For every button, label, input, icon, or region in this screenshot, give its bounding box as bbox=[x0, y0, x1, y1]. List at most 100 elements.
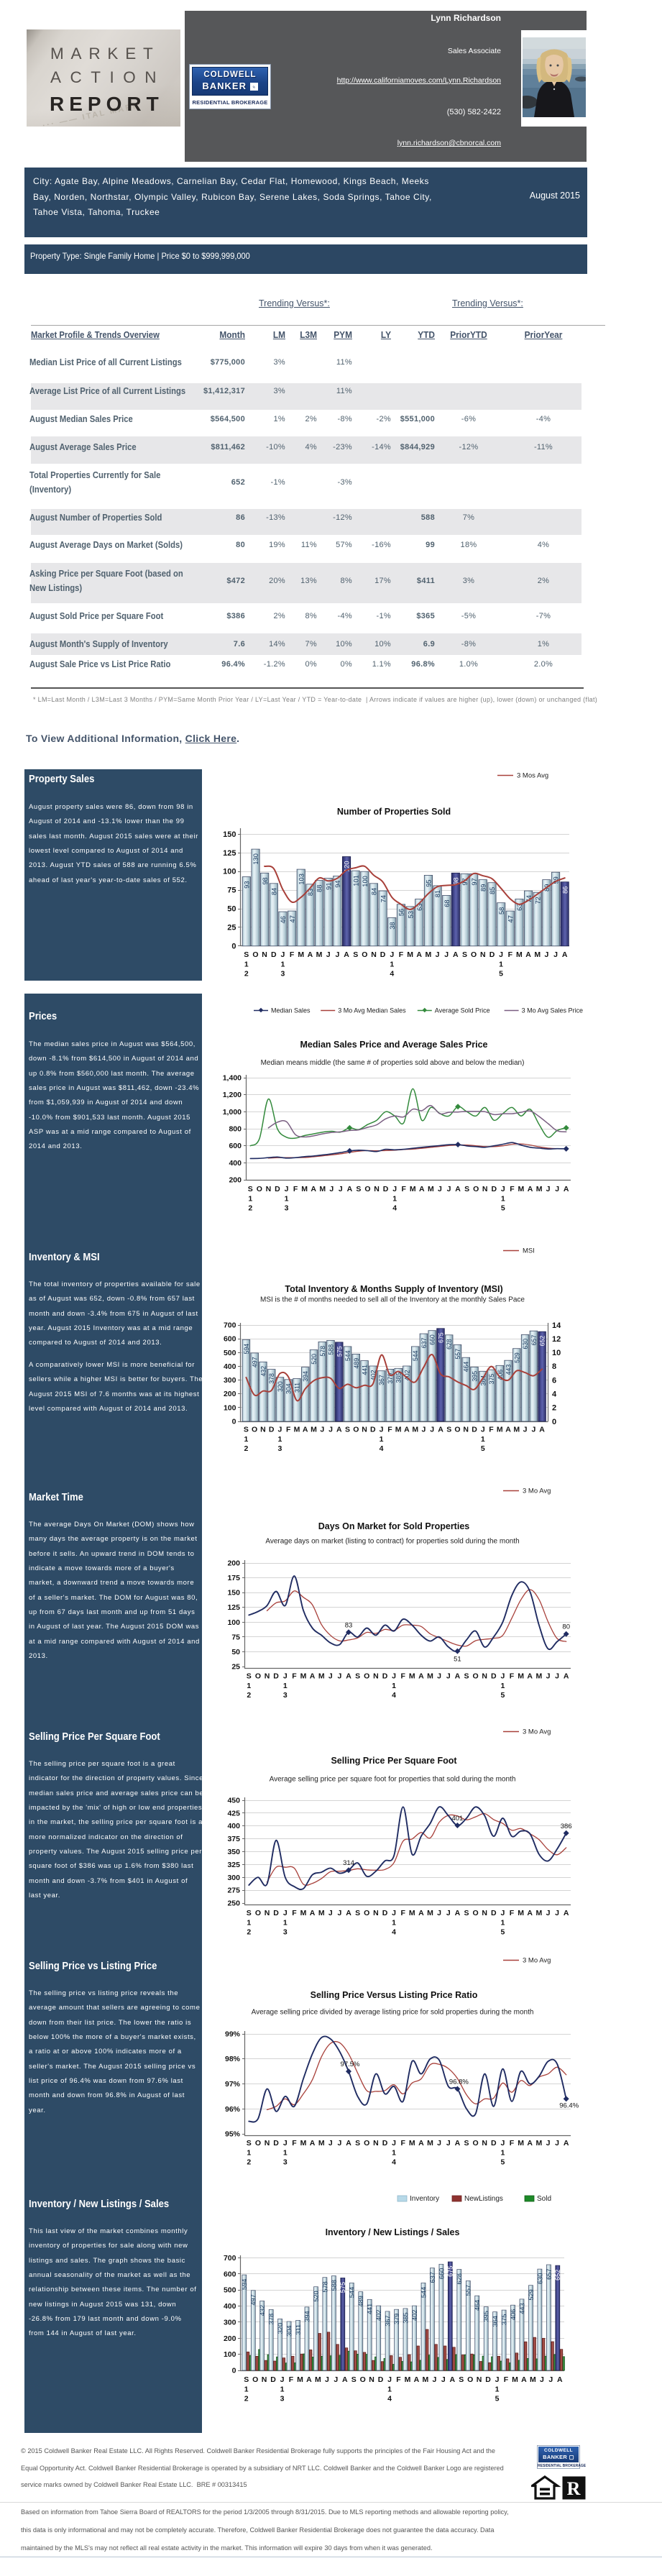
svg-text:350: 350 bbox=[227, 1848, 240, 1856]
svg-text:A: A bbox=[450, 2375, 456, 2384]
svg-text:J: J bbox=[329, 1185, 334, 1193]
svg-text:A: A bbox=[346, 1909, 351, 1917]
svg-text:38: 38 bbox=[389, 922, 396, 929]
svg-text:O: O bbox=[353, 1426, 359, 1434]
svg-text:J: J bbox=[546, 2139, 551, 2148]
svg-text:3 Mo Avg: 3 Mo Avg bbox=[523, 1728, 551, 1736]
svg-text:68: 68 bbox=[443, 899, 451, 907]
svg-text:578: 578 bbox=[319, 1346, 326, 1357]
svg-text:364: 364 bbox=[479, 1375, 487, 1386]
svg-text:386: 386 bbox=[561, 1823, 572, 1830]
svg-text:A: A bbox=[306, 2375, 312, 2384]
svg-text:100: 100 bbox=[223, 868, 236, 876]
svg-text:175: 175 bbox=[227, 1574, 240, 1582]
svg-text:O: O bbox=[364, 1909, 369, 1917]
svg-text:J: J bbox=[481, 1426, 485, 1434]
svg-text:402: 402 bbox=[375, 2310, 382, 2321]
svg-text:5: 5 bbox=[481, 1444, 485, 1453]
svg-text:2: 2 bbox=[247, 1928, 251, 1937]
svg-text:S: S bbox=[355, 1672, 360, 1681]
svg-text:432: 432 bbox=[259, 1366, 267, 1377]
svg-text:M: M bbox=[534, 950, 541, 959]
svg-text:304: 304 bbox=[286, 2326, 293, 2337]
svg-text:83: 83 bbox=[307, 889, 314, 896]
svg-text:S: S bbox=[244, 950, 249, 959]
svg-text:S: S bbox=[355, 2139, 360, 2148]
svg-text:25: 25 bbox=[227, 923, 236, 932]
svg-text:1,400: 1,400 bbox=[223, 1074, 242, 1083]
svg-text:94: 94 bbox=[334, 880, 341, 887]
svg-text:O: O bbox=[471, 950, 477, 959]
svg-text:O: O bbox=[252, 2375, 258, 2384]
svg-text:3: 3 bbox=[283, 2158, 288, 2167]
svg-text:86: 86 bbox=[561, 886, 569, 894]
svg-text:6: 6 bbox=[552, 1376, 556, 1385]
svg-text:46: 46 bbox=[280, 916, 287, 923]
svg-text:8: 8 bbox=[552, 1362, 556, 1371]
svg-text:S: S bbox=[247, 1672, 252, 1681]
svg-text:Number of Properties Sold: Number of Properties Sold bbox=[337, 807, 451, 817]
svg-text:A: A bbox=[564, 1185, 569, 1193]
svg-text:N: N bbox=[265, 1909, 270, 1917]
svg-text:F: F bbox=[399, 950, 404, 959]
svg-text:M: M bbox=[427, 2139, 433, 2148]
svg-text:3 Mo Avg: 3 Mo Avg bbox=[523, 1957, 551, 1965]
svg-text:0: 0 bbox=[231, 942, 236, 950]
svg-text:J: J bbox=[421, 1426, 426, 1434]
svg-text:J: J bbox=[446, 1672, 451, 1681]
svg-text:0: 0 bbox=[552, 1418, 556, 1426]
svg-text:A: A bbox=[342, 2375, 348, 2384]
svg-text:A: A bbox=[521, 2375, 527, 2384]
svg-text:J: J bbox=[430, 1426, 434, 1434]
svg-text:375: 375 bbox=[501, 2314, 508, 2325]
svg-text:385: 385 bbox=[395, 1372, 403, 1383]
svg-text:M: M bbox=[298, 950, 304, 959]
svg-text:J: J bbox=[446, 2139, 451, 2148]
svg-text:M: M bbox=[318, 2139, 325, 2148]
svg-text:N: N bbox=[374, 1185, 380, 1193]
svg-text:1: 1 bbox=[247, 1682, 251, 1690]
svg-text:O: O bbox=[473, 2139, 479, 2148]
svg-text:97%: 97% bbox=[225, 2080, 241, 2089]
svg-text:150: 150 bbox=[223, 830, 236, 839]
svg-text:700: 700 bbox=[224, 1321, 236, 1330]
svg-text:367: 367 bbox=[385, 2315, 392, 2326]
svg-text:400: 400 bbox=[224, 1362, 236, 1371]
svg-text:M: M bbox=[409, 2139, 415, 2148]
svg-text:96.4%: 96.4% bbox=[559, 2101, 579, 2109]
svg-text:600: 600 bbox=[224, 2270, 236, 2278]
svg-text:M: M bbox=[405, 2375, 411, 2384]
svg-text:A: A bbox=[527, 1672, 533, 1681]
svg-text:A: A bbox=[455, 1185, 461, 1193]
svg-text:Average selling price per squa: Average selling price per square foot fo… bbox=[270, 1776, 516, 1784]
svg-text:1: 1 bbox=[280, 2385, 285, 2394]
svg-text:25: 25 bbox=[231, 1663, 240, 1672]
svg-text:F: F bbox=[387, 1426, 392, 1434]
svg-text:600: 600 bbox=[224, 1335, 236, 1344]
svg-text:600: 600 bbox=[229, 1142, 242, 1150]
svg-text:100: 100 bbox=[227, 1618, 240, 1627]
svg-text:J: J bbox=[436, 950, 440, 959]
svg-text:A: A bbox=[527, 1909, 533, 1917]
svg-text:F: F bbox=[400, 1909, 405, 1917]
svg-text:J: J bbox=[531, 1426, 535, 1434]
svg-text:2: 2 bbox=[552, 1404, 556, 1413]
svg-text:M: M bbox=[319, 1185, 326, 1193]
svg-text:M: M bbox=[311, 1426, 317, 1434]
svg-text:F: F bbox=[510, 1185, 515, 1193]
svg-text:D: D bbox=[273, 1672, 279, 1681]
svg-text:F: F bbox=[400, 1672, 405, 1681]
svg-text:M: M bbox=[536, 1909, 543, 1917]
svg-text:5: 5 bbox=[501, 1204, 505, 1213]
svg-text:675: 675 bbox=[447, 2266, 454, 2277]
svg-text:2: 2 bbox=[248, 1204, 252, 1213]
svg-text:J: J bbox=[555, 1672, 559, 1681]
svg-text:56: 56 bbox=[398, 909, 405, 916]
svg-text:500: 500 bbox=[224, 2286, 236, 2295]
svg-text:J: J bbox=[555, 1909, 559, 1917]
svg-text:544: 544 bbox=[412, 1350, 419, 1361]
svg-text:400: 400 bbox=[227, 1822, 240, 1830]
svg-text:2: 2 bbox=[244, 970, 249, 978]
svg-text:3 Mo Avg: 3 Mo Avg bbox=[523, 1488, 551, 1495]
svg-text:Days On Market for Sold Proper: Days On Market for Sold Properties bbox=[318, 1521, 470, 1531]
